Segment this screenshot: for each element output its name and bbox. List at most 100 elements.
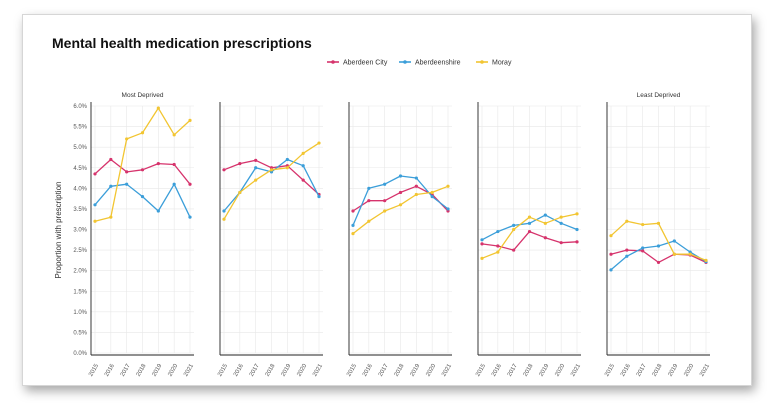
- x-tick-label: 2015: [217, 363, 229, 378]
- facet-label: Most Deprived: [122, 92, 164, 99]
- x-tick-label: 2018: [394, 363, 406, 378]
- legend-marker-aberdeenshire: [403, 60, 407, 64]
- facet-line-chart: Mental health medication prescriptions A…: [52, 35, 711, 378]
- data-point-aberdeen-city: [527, 229, 532, 234]
- y-tick-label: 3.0%: [73, 228, 87, 234]
- data-point-moray: [446, 184, 450, 188]
- data-point-moray: [656, 221, 661, 225]
- data-point-aberdeen-city: [140, 168, 145, 172]
- x-tick-label: 2016: [620, 363, 632, 378]
- y-tick-label: 1.0%: [73, 310, 87, 316]
- data-point-aberdeen-city: [222, 168, 226, 172]
- chart-card: Mental health medication prescriptions A…: [22, 14, 752, 386]
- data-point-moray: [367, 219, 371, 223]
- data-point-aberdeenshire: [656, 244, 661, 248]
- data-point-aberdeen-city: [351, 209, 355, 213]
- data-point-aberdeen-city: [367, 199, 371, 203]
- data-point-aberdeenshire: [351, 223, 355, 227]
- data-point-aberdeenshire: [156, 209, 160, 213]
- legend-item-aberdeenshire: Aberdeenshire: [399, 60, 461, 67]
- data-point-moray: [575, 212, 579, 216]
- panel-4: 2015 2016 2017 2018 2019 2020 2021: [475, 102, 582, 378]
- data-point-moray: [125, 137, 129, 141]
- data-point-moray: [301, 151, 305, 155]
- x-tick-label: 2017: [636, 363, 648, 378]
- x-tick-label: 2017: [249, 363, 261, 378]
- x-tick-label: 2021: [570, 363, 582, 378]
- legend-label-aberdeen-city: Aberdeen City: [343, 60, 388, 67]
- data-point-moray: [93, 219, 97, 223]
- data-point-moray: [625, 219, 629, 223]
- data-point-aberdeenshire: [140, 194, 145, 199]
- x-tick-label: 2021: [312, 363, 324, 378]
- y-tick-label: 0.5%: [73, 330, 87, 336]
- data-point-moray: [222, 217, 226, 221]
- data-point-aberdeen-city: [641, 249, 645, 253]
- facet-label: Least Deprived: [637, 92, 681, 99]
- data-point-aberdeenshire: [575, 227, 579, 232]
- data-point-aberdeenshire: [301, 164, 305, 168]
- x-tick-label: 2019: [152, 363, 164, 378]
- legend-label-moray: Moray: [492, 60, 512, 67]
- x-tick-label: 2020: [425, 363, 437, 378]
- x-tick-label: 2015: [346, 363, 358, 378]
- x-tick-label: 2020: [683, 363, 695, 378]
- data-point-moray: [383, 209, 387, 213]
- x-tick-label: 2017: [120, 363, 132, 378]
- data-point-moray: [285, 166, 289, 170]
- x-tick-label: 2021: [183, 363, 195, 378]
- panel-2: 2015 2016 2017 2018 2019 2020 2021: [217, 102, 324, 378]
- data-point-aberdeenshire: [414, 176, 418, 180]
- y-tick-label: 5.5%: [73, 125, 87, 131]
- y-tick-label: 4.0%: [73, 186, 87, 192]
- data-point-aberdeenshire: [543, 213, 547, 217]
- data-point-aberdeen-city: [172, 162, 176, 167]
- data-point-aberdeen-city: [125, 170, 129, 174]
- data-point-aberdeenshire: [188, 215, 192, 219]
- data-point-moray: [641, 222, 645, 227]
- data-point-aberdeen-city: [188, 182, 192, 186]
- data-point-aberdeen-city: [238, 162, 242, 166]
- x-tick-label: 2021: [699, 363, 711, 378]
- legend-item-moray: Moray: [476, 60, 512, 67]
- data-point-moray: [140, 131, 145, 135]
- data-point-aberdeenshire: [430, 194, 434, 199]
- data-point-aberdeen-city: [383, 199, 387, 203]
- x-tick-label: 2016: [233, 363, 245, 378]
- y-tick-label: 2.5%: [73, 248, 87, 254]
- x-tick-label: 2020: [296, 363, 308, 378]
- data-point-moray: [156, 106, 160, 110]
- data-point-aberdeen-city: [414, 184, 418, 188]
- data-point-moray: [496, 250, 500, 254]
- x-tick-label: 2020: [554, 363, 566, 378]
- data-point-aberdeenshire: [609, 268, 613, 272]
- data-point-aberdeen-city: [512, 248, 516, 252]
- x-tick-label: 2016: [362, 363, 374, 378]
- legend-marker-aberdeen-city: [331, 60, 335, 64]
- data-point-aberdeen-city: [254, 158, 258, 162]
- x-tick-label: 2018: [136, 363, 148, 378]
- data-point-aberdeenshire: [285, 157, 289, 162]
- data-point-aberdeen-city: [398, 190, 403, 195]
- data-point-aberdeenshire: [496, 229, 500, 234]
- data-point-moray: [254, 178, 258, 182]
- data-point-aberdeen-city: [625, 248, 629, 252]
- y-tick-label: 0.0%: [73, 351, 87, 357]
- data-point-moray: [559, 215, 563, 219]
- data-point-moray: [512, 227, 516, 232]
- y-tick-label: 4.5%: [73, 166, 87, 172]
- data-point-aberdeenshire: [446, 207, 450, 211]
- x-tick-label: 2018: [265, 363, 277, 378]
- x-tick-label: 2015: [475, 363, 487, 378]
- data-point-aberdeen-city: [109, 157, 113, 162]
- x-tick-label: 2018: [523, 363, 535, 378]
- data-point-aberdeen-city: [609, 252, 613, 256]
- x-tick-label: 2017: [378, 363, 390, 378]
- data-point-moray: [543, 221, 547, 225]
- legend: Aberdeen City Aberdeenshire Moray: [327, 60, 512, 67]
- data-point-aberdeenshire: [559, 221, 563, 225]
- data-point-aberdeen-city: [93, 172, 97, 176]
- data-point-moray: [351, 232, 355, 236]
- data-point-moray: [269, 168, 274, 172]
- x-tick-label: 2019: [668, 363, 680, 378]
